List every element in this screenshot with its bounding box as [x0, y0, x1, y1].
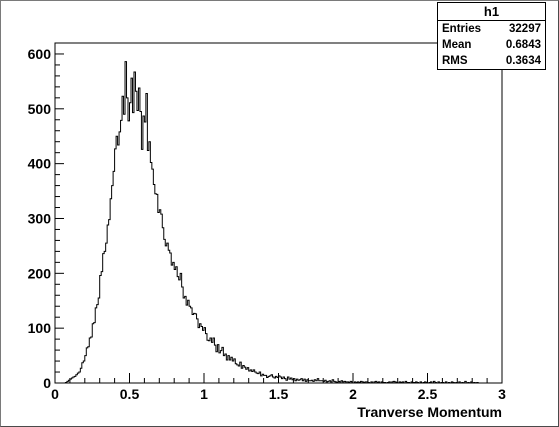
stats-row-entries: Entries 32297: [438, 21, 545, 37]
y-tick-label: 200: [28, 265, 52, 281]
x-tick-label: 1: [200, 386, 208, 402]
x-tick-label: 0.5: [120, 386, 140, 402]
x-tick-label: 3: [498, 386, 506, 402]
x-tick-label: 0: [51, 386, 59, 402]
y-axis: 0 100 200 300 400 500 600: [28, 46, 64, 391]
stats-label: RMS: [442, 55, 468, 67]
y-tick-label: 300: [28, 210, 52, 226]
y-tick-label: 600: [28, 46, 52, 62]
stats-row-mean: Mean 0.6843: [438, 37, 545, 53]
plot-frame: [54, 42, 503, 384]
stats-box: h1 Entries 32297 Mean 0.6843 RMS 0.3634: [437, 2, 546, 70]
x-axis-label: Tranverse Momentum: [357, 404, 502, 420]
stats-value: 32297: [509, 23, 541, 35]
stats-title: h1: [438, 3, 545, 21]
y-tick-label: 500: [28, 101, 52, 117]
stats-value: 0.3634: [505, 55, 541, 67]
y-tick-label: 400: [28, 156, 52, 172]
y-tick-label: 100: [28, 320, 52, 336]
stats-label: Entries: [442, 23, 481, 35]
x-tick-label: 2.5: [418, 386, 438, 402]
stats-value: 0.6843: [505, 39, 541, 51]
x-tick-label: 1.5: [269, 386, 289, 402]
y-tick-label: 0: [43, 375, 51, 391]
x-axis: 0 0.5 1 1.5 2 2.5 3: [51, 373, 506, 402]
stats-row-rms: RMS 0.3634: [438, 53, 545, 69]
x-tick-label: 2: [349, 386, 357, 402]
stats-label: Mean: [442, 39, 472, 51]
histogram-line: [55, 61, 486, 384]
